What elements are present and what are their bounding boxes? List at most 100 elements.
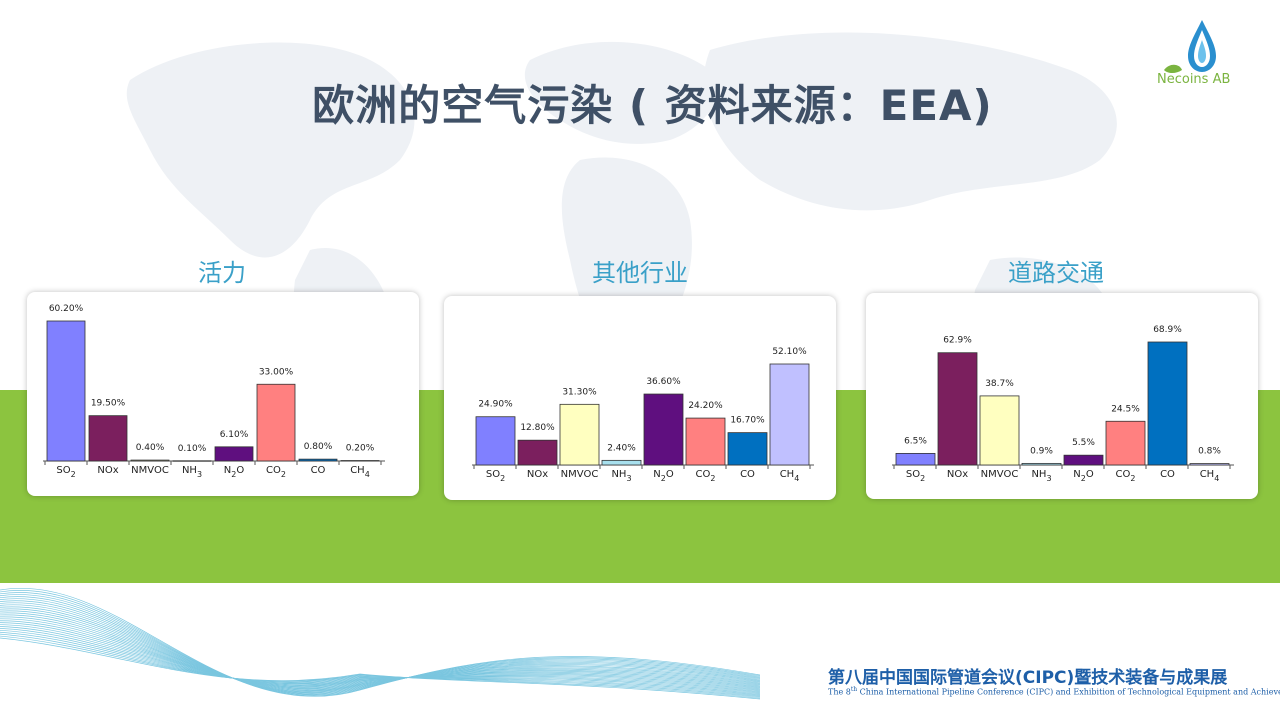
data-label: 0.20% [346,444,375,454]
category-label: CO2 [266,465,286,479]
chart-title-2: 其他行业 [592,259,688,287]
wave-line [0,635,760,699]
category-base: N [224,465,231,476]
wave-line [0,618,760,690]
wave-line [0,606,760,691]
wave-line [0,590,760,696]
category-label: CO [740,469,755,480]
wave-line [0,610,760,690]
bar [937,352,978,466]
category-base: NMVOC [981,469,1019,480]
wave-line [0,604,760,692]
wave-line [0,629,760,696]
bar [643,393,684,466]
category-base: SO [56,465,70,476]
footer-en-sup: th [850,686,858,693]
data-label: 0.9% [1030,446,1053,456]
category-base: NMVOC [131,465,169,476]
category-label: NMVOC [131,465,169,476]
category-base: SO [906,469,920,480]
footer-english: The 8th China International Pipeline Con… [828,686,1280,697]
bar [517,439,558,466]
category-subscript: 2 [661,474,666,483]
wave-line [0,637,760,700]
bar-chart-2: 24.90%SO212.80%NOx31.30%NMVOC2.40%NH336.… [472,347,814,483]
bar [88,415,128,462]
category-subscript: 2 [1081,474,1086,483]
wave-line [0,628,760,695]
category-base: CO [311,465,326,476]
category-subscript: 4 [1214,474,1219,483]
data-label: 0.10% [178,444,207,454]
wave-line [0,592,760,696]
category-base: CH [1200,469,1215,480]
data-label: 6.5% [904,436,927,446]
data-label: 0.40% [136,443,165,453]
category-subscript: 2 [500,474,505,483]
bar [298,458,338,462]
category-subscript: 2 [710,474,715,483]
category-base: CO [696,469,711,480]
data-label: 68.9% [1153,325,1182,335]
wave-line [0,620,760,691]
wave-line [0,616,760,689]
category-label: N2O [653,469,674,483]
data-label: 6.10% [220,430,249,440]
category-tail: O [1086,469,1094,480]
data-label: 0.8% [1198,447,1221,457]
category-base: CO [1160,469,1175,480]
category-label: NH3 [1031,469,1051,483]
bar [1063,454,1104,466]
footer-en-rest: China International Pipeline Conference … [857,687,1280,697]
bar [172,460,212,462]
data-label: 60.20% [49,304,84,314]
category-tail: O [666,469,674,480]
bar [895,452,936,466]
category-label: NH3 [611,469,631,483]
data-label: 38.7% [985,379,1014,389]
bar [685,417,726,466]
category-base: NOx [947,469,968,480]
category-base: N [653,469,660,480]
wave-decoration [0,588,760,700]
page-title: 欧洲的空气污染 ( 资料来源：EEA) [312,81,993,130]
data-label: 24.5% [1111,404,1140,414]
wave-line [0,612,760,689]
bar [214,446,254,462]
category-base: NMVOC [561,469,599,480]
wave-line [0,602,760,692]
category-base: NOx [527,469,548,480]
category-label: CO [311,465,326,476]
wave-line [0,614,760,689]
wave-line [0,622,760,692]
data-label: 31.30% [562,387,597,397]
wave-line [0,631,760,697]
category-subscript: 3 [1046,474,1051,483]
chart-card-1: 60.20% SO2 19.50% NOx 0.40% NMVOC 0.10% NH3 6.10… [27,292,419,496]
category-label: CH4 [1200,469,1220,483]
category-label: CH4 [780,469,800,483]
bar [1021,462,1062,466]
data-label: 33.00% [259,367,294,377]
wave-line [0,596,760,694]
category-label: NMVOC [561,469,599,480]
category-subscript: 2 [920,474,925,483]
logo-text: Necoins AB [1157,72,1231,87]
wave-line [0,608,760,691]
data-label: 62.9% [943,336,972,346]
category-label: NOx [527,469,548,480]
category-label: CO [1160,469,1175,480]
data-label: 36.60% [646,377,681,387]
category-label: SO2 [486,469,505,483]
footer-en-prefix: The 8 [828,687,851,697]
bar [1147,341,1188,466]
bar-chart-1: 60.20%SO219.50%NOx0.40%NMVOC0.10%NH36.10… [43,304,385,479]
category-subscript: 2 [231,470,236,479]
bar [979,395,1020,466]
category-base: NH [182,465,197,476]
category-base: CO [740,469,755,480]
data-label: 24.20% [688,401,723,411]
category-base: NH [1031,469,1046,480]
wave-line [0,594,760,695]
category-base: CH [780,469,795,480]
